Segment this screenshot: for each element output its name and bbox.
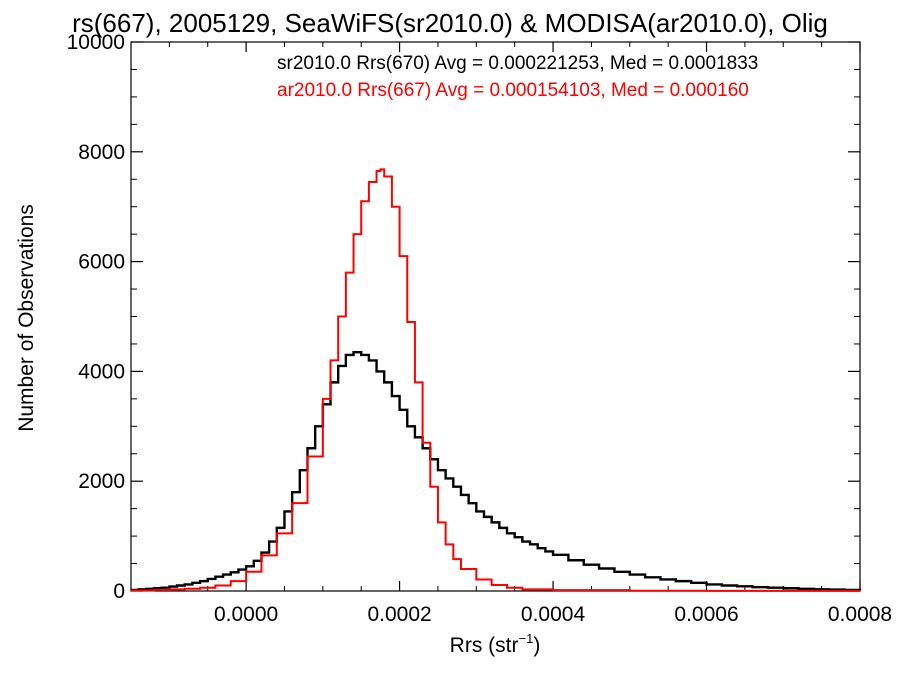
axes: 0.0000 0.0002 0.0004 0.0006 0.0008 0 2000 4000 6…	[67, 31, 893, 626]
y-tick-label: 0	[113, 580, 125, 603]
x-tick-label: 0.0000	[214, 603, 278, 626]
series-line-ar2010	[131, 168, 861, 592]
chart-title: rs(667), 2005129, SeaWiFS(sr2010.0) & MO…	[72, 8, 828, 38]
y-tick-label: 2000	[78, 470, 125, 493]
y-tick-label: 4000	[78, 360, 125, 383]
x-tick-label: 0.0002	[367, 603, 431, 626]
x-axis-label: Rrs (str−1)	[450, 631, 541, 657]
x-axis-label-close: )	[533, 634, 540, 657]
x-axis-label-superscript: −1	[519, 631, 534, 646]
x-tick-label: 0.0006	[674, 603, 738, 626]
y-axis-label: Number of Observations	[15, 204, 38, 432]
x-axis-label-main: Rrs (str	[450, 634, 519, 657]
y-tick-label: 6000	[78, 251, 125, 274]
y-tick-label: 10000	[67, 31, 125, 54]
y-tick-label: 8000	[78, 141, 125, 164]
legend-entry-ar2010: ar2010.0 Rrs(667) Avg = 0.000154103, Med…	[277, 80, 749, 101]
x-tick-label: 0.0004	[521, 603, 586, 626]
series-layer	[131, 168, 862, 592]
plot-frame	[130, 41, 861, 592]
legend-entry-sr2010: sr2010.0 Rrs(670) Avg = 0.000221253, Med…	[277, 53, 758, 74]
x-tick-label: 0.0008	[828, 603, 892, 626]
series-line-sr2010	[131, 350, 862, 592]
